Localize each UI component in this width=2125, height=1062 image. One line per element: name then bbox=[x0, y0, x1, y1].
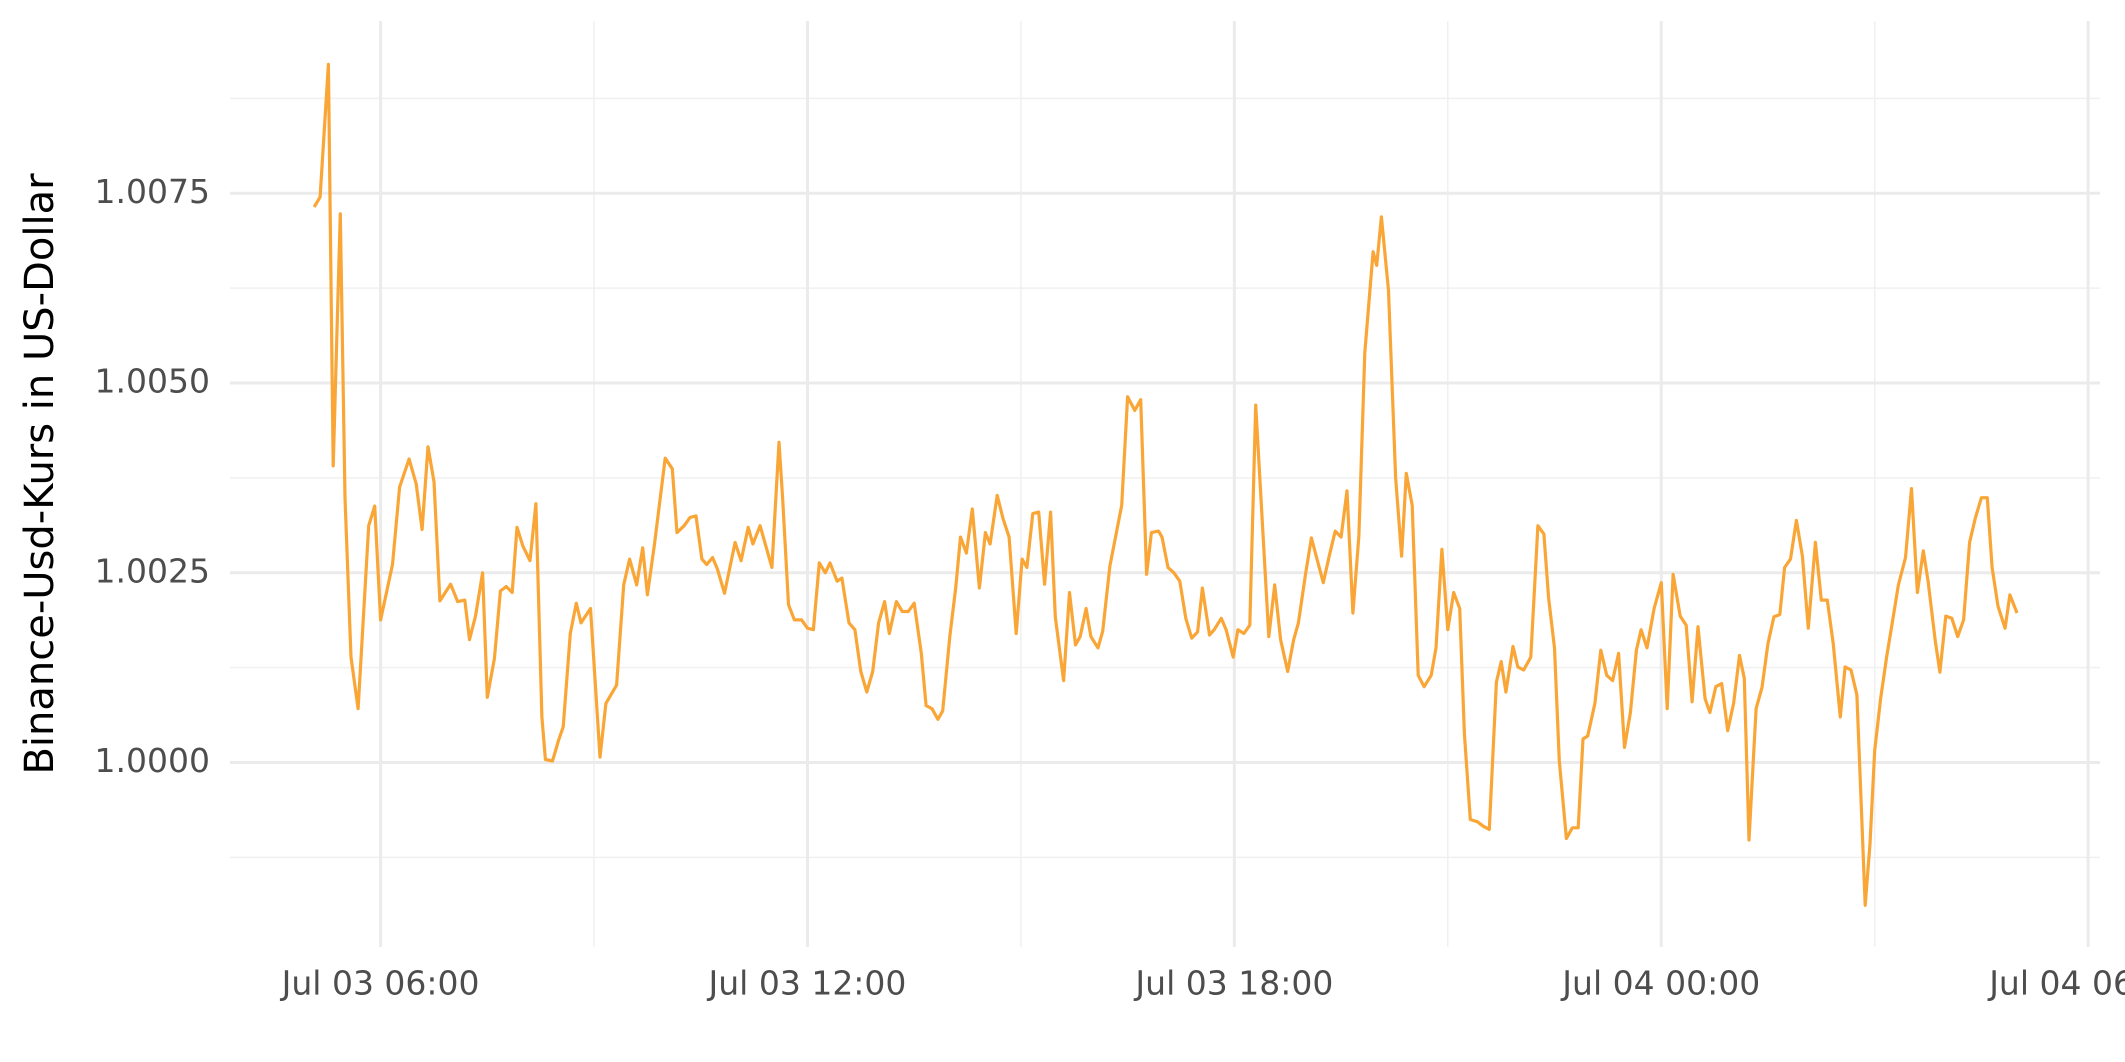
x-tick-label: Jul 04 06:00 bbox=[1987, 964, 2125, 1003]
x-tick-label: Jul 04 00:00 bbox=[1560, 964, 1760, 1003]
y-tick-label: 1.0050 bbox=[95, 362, 210, 401]
x-tick-label: Jul 03 12:00 bbox=[707, 964, 907, 1003]
y-tick-label: 1.0000 bbox=[95, 741, 210, 780]
data-line bbox=[312, 62, 2019, 907]
x-tick-label: Jul 03 06:00 bbox=[280, 964, 480, 1003]
x-tick-label: Jul 03 18:00 bbox=[1133, 964, 1333, 1003]
y-tick-label: 1.0025 bbox=[95, 551, 210, 590]
y-axis-title: Binance-Usd-Kurs in US-Dollar bbox=[17, 173, 63, 775]
y-tick-label: 1.0075 bbox=[95, 172, 210, 211]
